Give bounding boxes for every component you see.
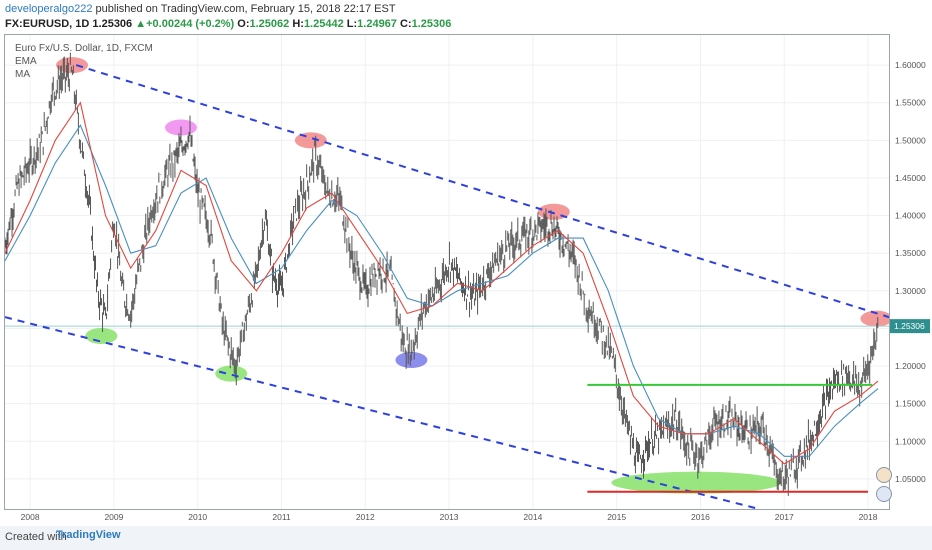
alert-icon[interactable] xyxy=(876,467,892,483)
open-value: 1.25062 xyxy=(249,18,290,30)
close-label: C: xyxy=(399,18,412,30)
change-arrow-icon: ▲ xyxy=(135,18,147,30)
x-tick-label: 2011 xyxy=(272,512,291,522)
low-value: 1.24967 xyxy=(357,18,397,30)
highlight-marker xyxy=(611,471,782,494)
quote-line: FX:EURUSD, 1D 1.25306 ▲+0.00244 (+0.2%) … xyxy=(5,18,451,30)
y-tick-label: 1.40000 xyxy=(895,211,926,221)
price-axis[interactable]: 1.60000 1.55000 1.50000 1.45000 1.40000 1.350… xyxy=(890,34,930,510)
highlight-marker xyxy=(860,310,889,327)
chart-frame[interactable]: Euro Fx/U.S. Dollar, 1D, FXCM EMA MA xyxy=(4,34,892,510)
y-tick-label: 1.30000 xyxy=(895,286,926,296)
high-label: H: xyxy=(292,18,304,30)
x-tick-label: 2013 xyxy=(440,512,459,522)
y-tick-label: 1.35000 xyxy=(895,248,926,258)
ma-line xyxy=(5,124,879,457)
x-tick-label: 2016 xyxy=(691,512,710,522)
flag-icon[interactable] xyxy=(876,486,892,502)
x-tick-label: 2010 xyxy=(188,512,207,522)
y-tick-label: 1.10000 xyxy=(895,436,926,446)
y-tick-label: 1.15000 xyxy=(895,399,926,409)
legend-ma: MA xyxy=(15,69,30,80)
last-price: 1.25306 xyxy=(92,18,133,30)
last-price-badge xyxy=(890,319,930,334)
y-tick-label: 1.60000 xyxy=(895,60,926,70)
x-tick-label: 2017 xyxy=(775,512,794,522)
footer-bar: Created with TradingView xyxy=(0,526,932,550)
y-tick-label: 1.50000 xyxy=(895,135,926,145)
y-tick-label: 1.20000 xyxy=(895,361,926,371)
tradingview-logo[interactable]: TradingView xyxy=(56,529,121,541)
last-price-label: 1.25306 xyxy=(894,321,925,331)
x-tick-label: 2009 xyxy=(104,512,123,522)
close-value: 1.25306 xyxy=(411,18,452,30)
x-tick-label: 2014 xyxy=(523,512,542,522)
symbol-label: FX:EURUSD, 1D xyxy=(5,18,90,30)
price-chart[interactable] xyxy=(5,35,889,509)
lower-channel-line xyxy=(5,316,760,509)
highlight-marker xyxy=(85,327,118,344)
y-tick-label: 1.45000 xyxy=(895,173,926,183)
legend-ema: EMA xyxy=(15,56,37,67)
x-tick-label: 2015 xyxy=(607,512,626,522)
published-text: published on TradingView.com, February 1… xyxy=(95,3,396,15)
x-tick-label: 2012 xyxy=(356,512,375,522)
created-with-text: Created with xyxy=(5,531,67,543)
high-value: 1.25442 xyxy=(303,18,344,30)
author-link[interactable]: developeralgo222 xyxy=(5,3,93,15)
highlight-marker xyxy=(215,365,248,382)
x-tick-label: 2008 xyxy=(21,512,40,522)
change-value: +0.00244 (+0.2%) xyxy=(146,18,235,30)
time-axis[interactable]: 2008 2009 2010 2011 2012 2013 2014 2015 2016 2017… xyxy=(4,510,890,524)
y-tick-label: 1.55000 xyxy=(895,98,926,108)
y-tick-label: 1.05000 xyxy=(895,474,926,484)
legend-title: Euro Fx/U.S. Dollar, 1D, FXCM xyxy=(15,43,153,54)
x-tick-label: 2018 xyxy=(859,512,878,522)
publish-info: developeralgo222 published on TradingVie… xyxy=(5,3,396,15)
low-label: L: xyxy=(346,18,358,30)
open-label: O: xyxy=(237,18,250,30)
ema-line xyxy=(5,101,879,465)
